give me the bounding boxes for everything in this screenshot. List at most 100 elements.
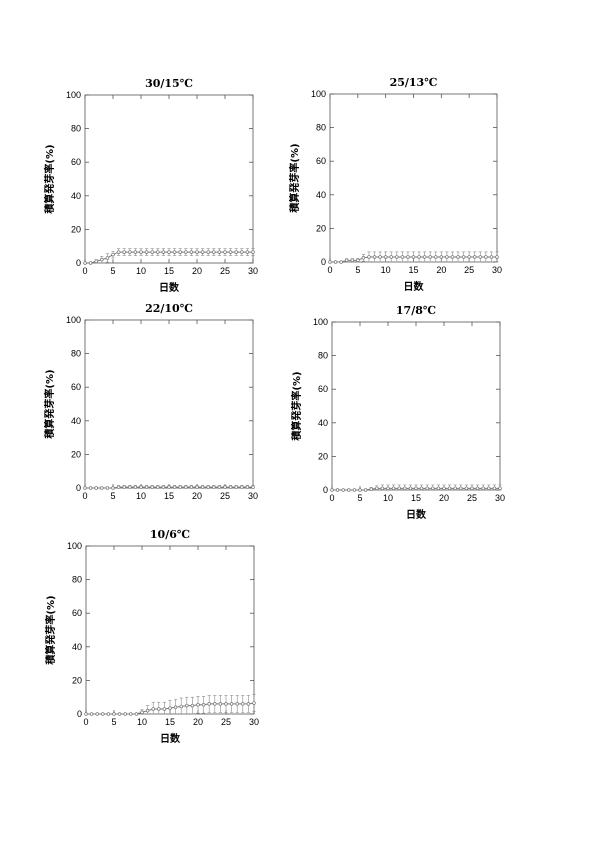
data-point — [150, 250, 154, 254]
data-point — [172, 485, 177, 489]
y-axis-label: 積算発芽率(%) — [290, 371, 303, 441]
chart-title: 25/13℃ — [390, 76, 438, 89]
data-point — [179, 704, 183, 709]
x-tick-label: 10 — [381, 265, 391, 275]
data-point — [459, 486, 463, 491]
y-tick-label: 100 — [311, 89, 326, 99]
data-point — [235, 702, 239, 706]
chart-title: 10/6℃ — [150, 528, 190, 541]
data-point — [161, 250, 166, 254]
x-tick-label: 10 — [383, 493, 393, 503]
data-point — [391, 486, 396, 491]
chart-panel: 25/13℃ 0 20 40 60 80 100 0 5 10 15 20 25 30 日数 積算発芽率(%) — [288, 76, 502, 293]
x-tick-label: 0 — [83, 717, 88, 727]
data-point — [461, 255, 466, 259]
data-point — [408, 486, 413, 491]
chart-title: 22/10℃ — [145, 302, 193, 315]
x-axis-label: 日数 — [404, 280, 425, 293]
data-point — [339, 260, 343, 264]
data-point — [389, 255, 393, 259]
x-tick-label: 0 — [82, 266, 87, 276]
chart-title: 30/15℃ — [145, 77, 193, 90]
x-tick-label: 10 — [136, 266, 146, 276]
data-point — [134, 712, 139, 716]
x-tick-label: 0 — [82, 491, 87, 501]
data-point — [358, 488, 362, 492]
data-point — [116, 250, 121, 254]
data-point — [106, 712, 111, 716]
data-point — [178, 485, 182, 489]
data-point — [472, 255, 477, 259]
data-point — [88, 261, 93, 265]
data-point — [94, 259, 98, 264]
x-tick-label: 5 — [355, 265, 360, 275]
data-point — [240, 250, 244, 254]
data-point — [139, 485, 143, 489]
data-point — [133, 250, 138, 254]
data-point — [150, 485, 154, 489]
data-point — [84, 712, 88, 716]
data-point — [212, 250, 216, 254]
data-point — [117, 712, 122, 716]
y-tick-label: 40 — [316, 190, 326, 200]
data-point — [100, 486, 104, 490]
x-tick-label: 0 — [327, 265, 332, 275]
data-point — [111, 486, 115, 490]
data-point — [442, 486, 446, 491]
data-point — [100, 257, 104, 262]
data-point — [487, 486, 491, 491]
data-point — [217, 485, 222, 489]
data-point — [363, 488, 368, 492]
data-point — [196, 703, 200, 707]
y-tick-label: 60 — [318, 384, 328, 394]
data-point — [195, 485, 199, 489]
data-point — [116, 485, 121, 489]
y-tick-label: 100 — [66, 90, 81, 100]
data-point — [383, 255, 388, 259]
data-point — [129, 712, 133, 716]
data-point — [156, 485, 160, 489]
x-tick-label: 10 — [137, 717, 147, 727]
x-tick-label: 5 — [110, 266, 115, 276]
y-tick-label: 20 — [72, 675, 82, 685]
data-point — [492, 486, 497, 491]
x-tick-label: 30 — [492, 265, 502, 275]
y-tick-label: 60 — [71, 157, 81, 167]
data-point — [411, 255, 416, 259]
y-tick-label: 0 — [77, 709, 82, 719]
y-tick-label: 0 — [323, 485, 328, 495]
data-point — [224, 702, 228, 706]
data-point — [328, 260, 332, 264]
data-point — [414, 486, 418, 491]
data-point — [356, 258, 360, 263]
data-point — [241, 702, 245, 706]
data-point — [122, 485, 126, 489]
data-point — [417, 255, 421, 259]
data-point — [168, 706, 172, 710]
data-point — [484, 255, 488, 259]
y-tick-label: 20 — [318, 451, 328, 461]
data-point — [133, 485, 138, 489]
data-point — [395, 255, 399, 259]
data-point — [83, 486, 87, 490]
y-tick-label: 80 — [316, 123, 326, 133]
x-tick-label: 25 — [464, 265, 474, 275]
x-tick-label: 15 — [408, 265, 418, 275]
data-point — [470, 486, 474, 491]
data-point — [369, 487, 373, 491]
plot-frame — [84, 319, 254, 489]
data-point — [218, 702, 223, 706]
data-point — [367, 255, 371, 259]
y-axis-label: 積算発芽率(%) — [43, 369, 56, 439]
data-point — [330, 488, 334, 492]
y-tick-label: 80 — [71, 124, 81, 134]
data-point — [201, 703, 206, 707]
data-point — [101, 712, 105, 716]
data-point — [144, 250, 149, 254]
data-point — [436, 486, 441, 491]
data-point — [172, 250, 177, 254]
data-point — [350, 258, 355, 263]
data-point — [206, 250, 210, 254]
x-axis-label: 日数 — [159, 281, 180, 294]
